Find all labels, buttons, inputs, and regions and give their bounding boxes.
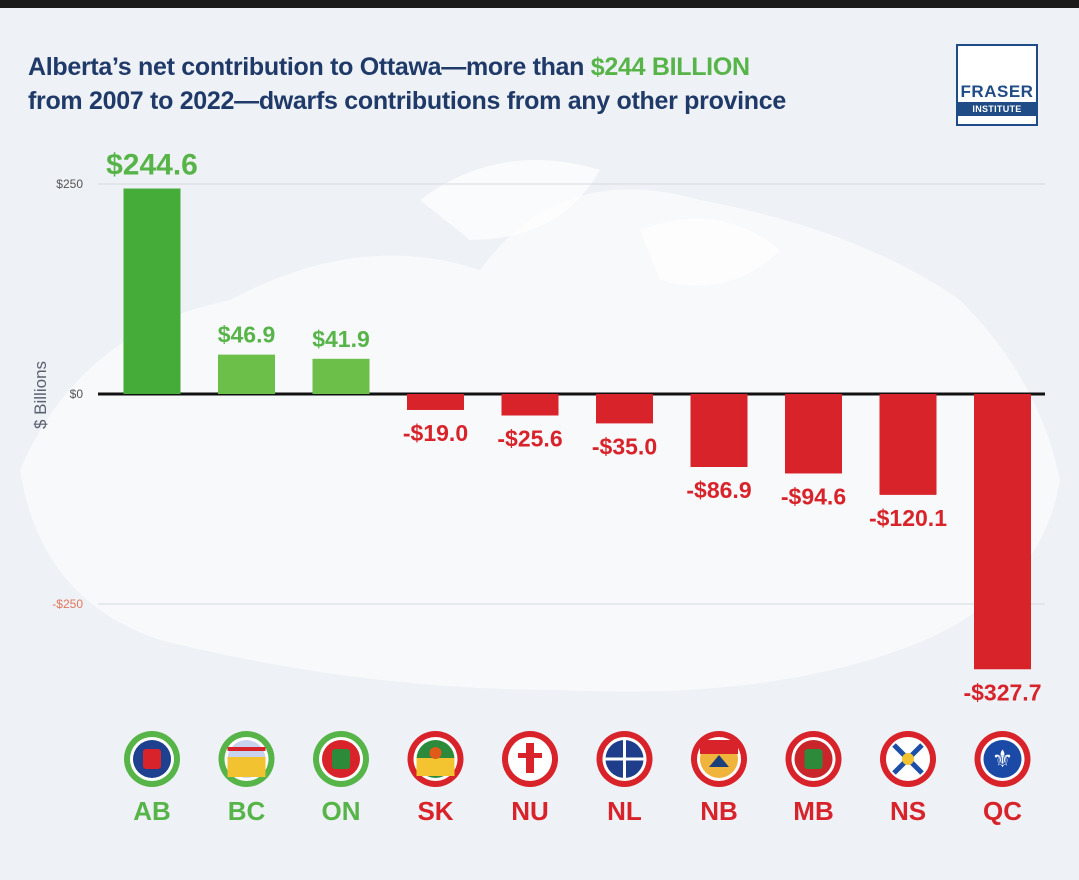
data-label-nb: -$86.9 bbox=[686, 477, 751, 503]
bar-on bbox=[312, 358, 370, 394]
data-label-sk: -$19.0 bbox=[403, 420, 468, 446]
title-part1: Alberta’s net contribution to Ottawa—mor… bbox=[28, 53, 591, 81]
quebec-flag-icon: ⚜ bbox=[974, 731, 1031, 787]
newfoundland-flag-icon bbox=[596, 731, 653, 787]
bar-sk bbox=[407, 394, 464, 410]
y-tick-label: $250 bbox=[56, 177, 83, 191]
bar-mb bbox=[785, 394, 842, 474]
canada-map-background bbox=[20, 160, 1060, 692]
bar-nb bbox=[690, 394, 748, 467]
data-label-mb: -$94.6 bbox=[781, 483, 846, 509]
category-label-bc: BC bbox=[228, 796, 266, 826]
svg-text:⚜: ⚜ bbox=[992, 745, 1014, 773]
data-label-bc: $46.9 bbox=[218, 322, 276, 348]
y-tick-label: -$250 bbox=[52, 597, 83, 611]
alberta-flag-icon bbox=[124, 731, 180, 787]
category-label-qc: QC bbox=[983, 796, 1022, 826]
data-label-qc: -$327.7 bbox=[963, 679, 1041, 705]
saskatchewan-flag-icon bbox=[407, 731, 464, 787]
bar-ab bbox=[123, 188, 181, 394]
y-tick-label: $0 bbox=[70, 387, 84, 401]
category-label-on: ON bbox=[322, 796, 361, 826]
chart-title: Alberta’s net contribution to Ottawa—mor… bbox=[28, 50, 928, 118]
bar-nu bbox=[501, 394, 559, 416]
nunavut-flag-icon bbox=[502, 731, 558, 787]
y-axis-label: $ Billions bbox=[31, 361, 50, 429]
bar-qc bbox=[974, 394, 1031, 670]
category-label-ab: AB bbox=[133, 796, 171, 826]
british-columbia-flag-icon bbox=[218, 731, 275, 787]
category-label-ns: NS bbox=[890, 796, 926, 826]
data-label-nu: -$25.6 bbox=[497, 426, 562, 452]
bar-ns bbox=[879, 394, 937, 495]
data-label-ns: -$120.1 bbox=[869, 505, 947, 531]
title-part2: from 2007 to 2022—dwarfs contributions f… bbox=[28, 87, 786, 115]
title-highlight: $244 BILLION bbox=[590, 53, 750, 81]
category-label-nb: NB bbox=[700, 796, 738, 826]
new-brunswick-flag-icon bbox=[691, 731, 747, 787]
nova-scotia-flag-icon bbox=[880, 731, 936, 787]
category-label-sk: SK bbox=[417, 796, 453, 826]
bar-nl bbox=[596, 394, 653, 424]
data-label-on: $41.9 bbox=[312, 326, 370, 352]
data-label-ab: $244.6 bbox=[106, 149, 198, 182]
manitoba-flag-icon bbox=[785, 731, 842, 787]
category-label-nl: NL bbox=[607, 796, 642, 826]
top-border bbox=[0, 0, 1079, 8]
category-label-nu: NU bbox=[511, 796, 549, 826]
bar-bc bbox=[218, 354, 275, 394]
category-label-mb: MB bbox=[793, 796, 833, 826]
ontario-flag-icon bbox=[313, 731, 369, 787]
fraser-institute-logo: FRASER INSTITUTE bbox=[956, 44, 1038, 126]
data-label-nl: -$35.0 bbox=[592, 433, 657, 459]
logo-line2: INSTITUTE bbox=[958, 102, 1036, 116]
logo-line1: FRASER bbox=[960, 82, 1034, 101]
